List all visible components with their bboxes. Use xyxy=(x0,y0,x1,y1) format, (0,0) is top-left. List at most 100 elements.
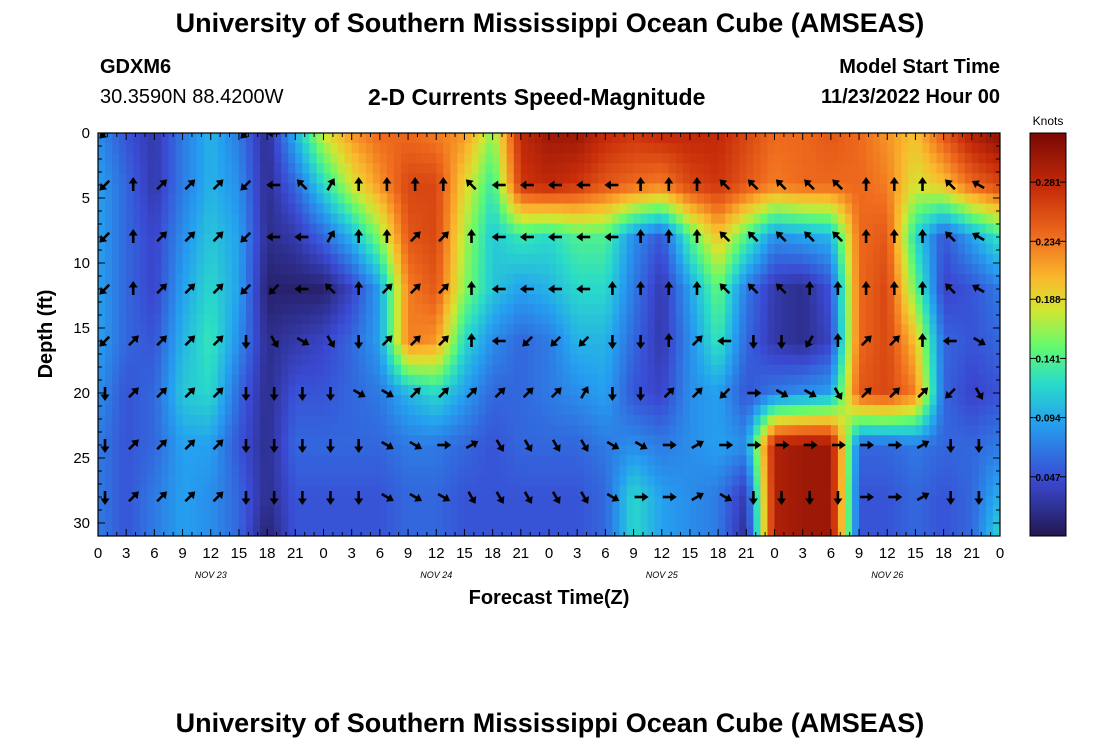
heatmap-cell xyxy=(98,415,106,426)
heatmap-cell xyxy=(224,354,233,366)
heatmap-cell xyxy=(203,143,212,154)
heatmap-cell xyxy=(718,455,726,467)
heatmap-cell xyxy=(541,344,550,356)
heatmap-cell xyxy=(133,495,141,507)
heatmap-cell xyxy=(802,435,811,446)
heatmap-cell xyxy=(267,314,275,326)
heatmap-cell xyxy=(837,153,846,164)
heatmap-cell xyxy=(859,505,867,517)
heatmap-cell xyxy=(541,183,550,195)
heatmap-cell xyxy=(295,384,303,396)
heatmap-cell xyxy=(894,173,902,184)
heatmap-cell xyxy=(224,213,233,225)
heatmap-cell xyxy=(570,505,578,517)
heatmap-cell xyxy=(344,435,353,446)
heatmap-cell xyxy=(450,193,458,205)
heatmap-cell xyxy=(520,203,529,215)
heatmap-cell xyxy=(415,455,423,467)
heatmap-cell xyxy=(379,253,388,265)
heatmap-cell xyxy=(393,133,402,144)
heatmap-cell xyxy=(302,324,311,336)
heatmap-cell xyxy=(943,485,952,497)
heatmap-cell xyxy=(584,163,592,174)
heatmap-cell xyxy=(513,495,522,507)
heatmap-cell xyxy=(661,495,670,507)
heatmap-cell xyxy=(196,253,205,265)
heatmap-cell xyxy=(943,133,952,144)
heatmap-cell xyxy=(358,354,367,366)
heatmap-cell xyxy=(549,314,557,326)
heatmap-cell xyxy=(358,173,367,184)
heatmap-cell xyxy=(598,455,606,467)
heatmap-cell xyxy=(605,455,614,467)
heatmap-cell xyxy=(154,455,163,467)
heatmap-cell xyxy=(260,143,268,154)
heatmap-cell xyxy=(422,344,430,356)
heatmap-cell xyxy=(647,294,656,305)
heatmap-cell xyxy=(492,173,501,184)
heatmap-cell xyxy=(563,173,571,184)
heatmap-cell xyxy=(880,213,888,225)
heatmap-cell xyxy=(365,495,374,507)
heatmap-cell xyxy=(619,374,628,386)
heatmap-cell xyxy=(612,505,621,517)
heatmap-cell xyxy=(534,143,543,154)
heatmap-cell xyxy=(210,213,219,225)
heatmap-cell xyxy=(147,485,155,497)
heatmap-cell xyxy=(577,425,585,436)
heatmap-cell xyxy=(696,525,705,536)
heatmap-cell xyxy=(570,364,578,376)
heatmap-cell xyxy=(816,354,825,366)
heatmap-cell xyxy=(612,354,621,366)
heatmap-cell xyxy=(654,495,663,507)
heatmap-cell xyxy=(408,495,416,507)
heatmap-cell xyxy=(140,233,148,245)
heatmap-cell xyxy=(852,133,860,144)
heatmap-cell xyxy=(499,213,508,225)
heatmap-cell xyxy=(189,294,198,305)
heatmap-cell xyxy=(520,344,529,356)
heatmap-cell xyxy=(943,374,952,386)
heatmap-cell xyxy=(823,485,832,497)
heatmap-cell xyxy=(718,213,726,225)
heatmap-cell xyxy=(711,173,719,184)
heatmap-cell xyxy=(231,203,240,215)
heatmap-cell xyxy=(344,253,353,265)
heatmap-cell xyxy=(654,253,663,265)
heatmap-cell xyxy=(901,465,909,477)
heatmap-cell xyxy=(182,344,191,356)
heatmap-cell xyxy=(457,203,466,215)
heatmap-cell xyxy=(844,183,853,195)
heatmap-cell xyxy=(253,143,261,154)
heatmap-cell xyxy=(809,193,818,205)
heatmap-cell xyxy=(753,274,762,285)
heatmap-cell xyxy=(274,253,282,265)
heatmap-cell xyxy=(647,455,656,467)
heatmap-cell xyxy=(739,304,747,315)
heatmap-cell xyxy=(689,133,698,144)
heatmap-cell xyxy=(274,243,282,255)
heatmap-cell xyxy=(238,213,247,225)
heatmap-cell xyxy=(668,304,677,315)
heatmap-cell xyxy=(520,445,529,456)
heatmap-cell xyxy=(189,233,198,245)
heatmap-cell xyxy=(429,163,437,174)
heatmap-cell xyxy=(245,334,254,346)
heatmap-cell xyxy=(852,324,860,336)
heatmap-cell xyxy=(231,485,240,497)
heatmap-cell xyxy=(98,445,106,456)
heatmap-cell xyxy=(746,233,754,245)
heatmap-cell xyxy=(126,274,134,285)
heatmap-cell xyxy=(415,435,423,446)
heatmap-cell xyxy=(640,173,649,184)
heatmap-cell xyxy=(866,536,874,547)
heatmap-cell xyxy=(471,173,480,184)
heatmap-cell xyxy=(605,394,614,406)
heatmap-cell xyxy=(478,485,487,497)
heatmap-cell xyxy=(774,364,783,376)
heatmap-cell xyxy=(450,415,458,426)
heatmap-cell xyxy=(372,415,381,426)
heatmap-cell xyxy=(661,304,670,315)
heatmap-cell xyxy=(260,515,268,527)
heatmap-cell xyxy=(746,354,754,366)
